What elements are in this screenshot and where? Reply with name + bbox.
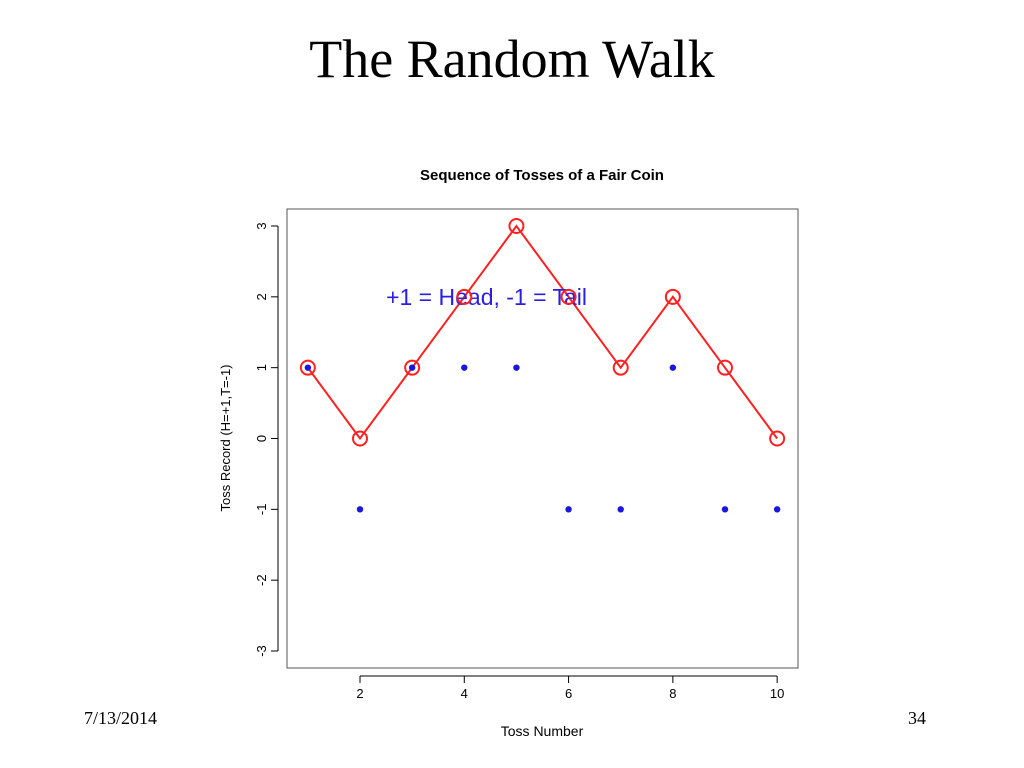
walk-path — [307, 224, 778, 441]
y-tick-label: -3 — [254, 645, 269, 657]
page-number: 34 — [908, 708, 926, 728]
y-axis: -3 -2 -1 0 1 2 3 — [254, 222, 279, 657]
x-tick-label: 6 — [565, 686, 572, 701]
chart-title: Sequence of Tosses of a Fair Coin — [420, 167, 664, 184]
x-tick-label: 10 — [770, 686, 784, 701]
footer-date: 7/13/2014 — [84, 708, 158, 728]
walk-marker — [404, 359, 421, 376]
slide-title: The Random Walk — [309, 29, 715, 89]
walk-marker — [717, 359, 733, 376]
y-tick-label: 1 — [254, 364, 269, 371]
walk-marker — [560, 288, 577, 305]
walk-line — [307, 224, 778, 441]
y-tick-label: -1 — [254, 504, 269, 516]
walk-marker — [299, 359, 316, 376]
x-axis: 2 4 6 8 10 — [356, 675, 784, 701]
walk-marker — [769, 430, 786, 447]
toss-point — [513, 364, 520, 371]
x-tick-label: 2 — [356, 686, 363, 701]
walk-marker — [352, 430, 368, 447]
x-tick-label: 8 — [669, 686, 676, 701]
toss-point — [773, 506, 781, 513]
y-tick-label: 0 — [254, 435, 269, 442]
toss-point — [565, 506, 572, 513]
toss-point — [356, 506, 364, 513]
toss-points — [304, 364, 781, 513]
x-tick-label: 4 — [461, 686, 468, 701]
toss-point — [461, 364, 468, 371]
y-axis-label: Toss Record (H=+1,T=-1) — [218, 364, 233, 511]
walk-markers — [299, 218, 786, 447]
walk-marker — [456, 288, 473, 305]
y-tick-label: 3 — [254, 222, 269, 229]
toss-point — [617, 506, 624, 513]
toss-point — [408, 364, 416, 371]
x-axis-label: Toss Number — [501, 723, 584, 739]
y-tick-label: 2 — [254, 293, 269, 300]
plot-frame — [286, 208, 799, 669]
toss-point — [304, 364, 312, 371]
walk-marker — [664, 288, 681, 305]
legend-annotation: +1 = Head, -1 = Tail — [386, 284, 587, 310]
toss-point — [721, 506, 729, 513]
walk-marker — [612, 359, 629, 376]
y-tick-label: -2 — [254, 574, 269, 586]
walk-marker — [508, 218, 525, 234]
toss-point — [669, 364, 677, 371]
